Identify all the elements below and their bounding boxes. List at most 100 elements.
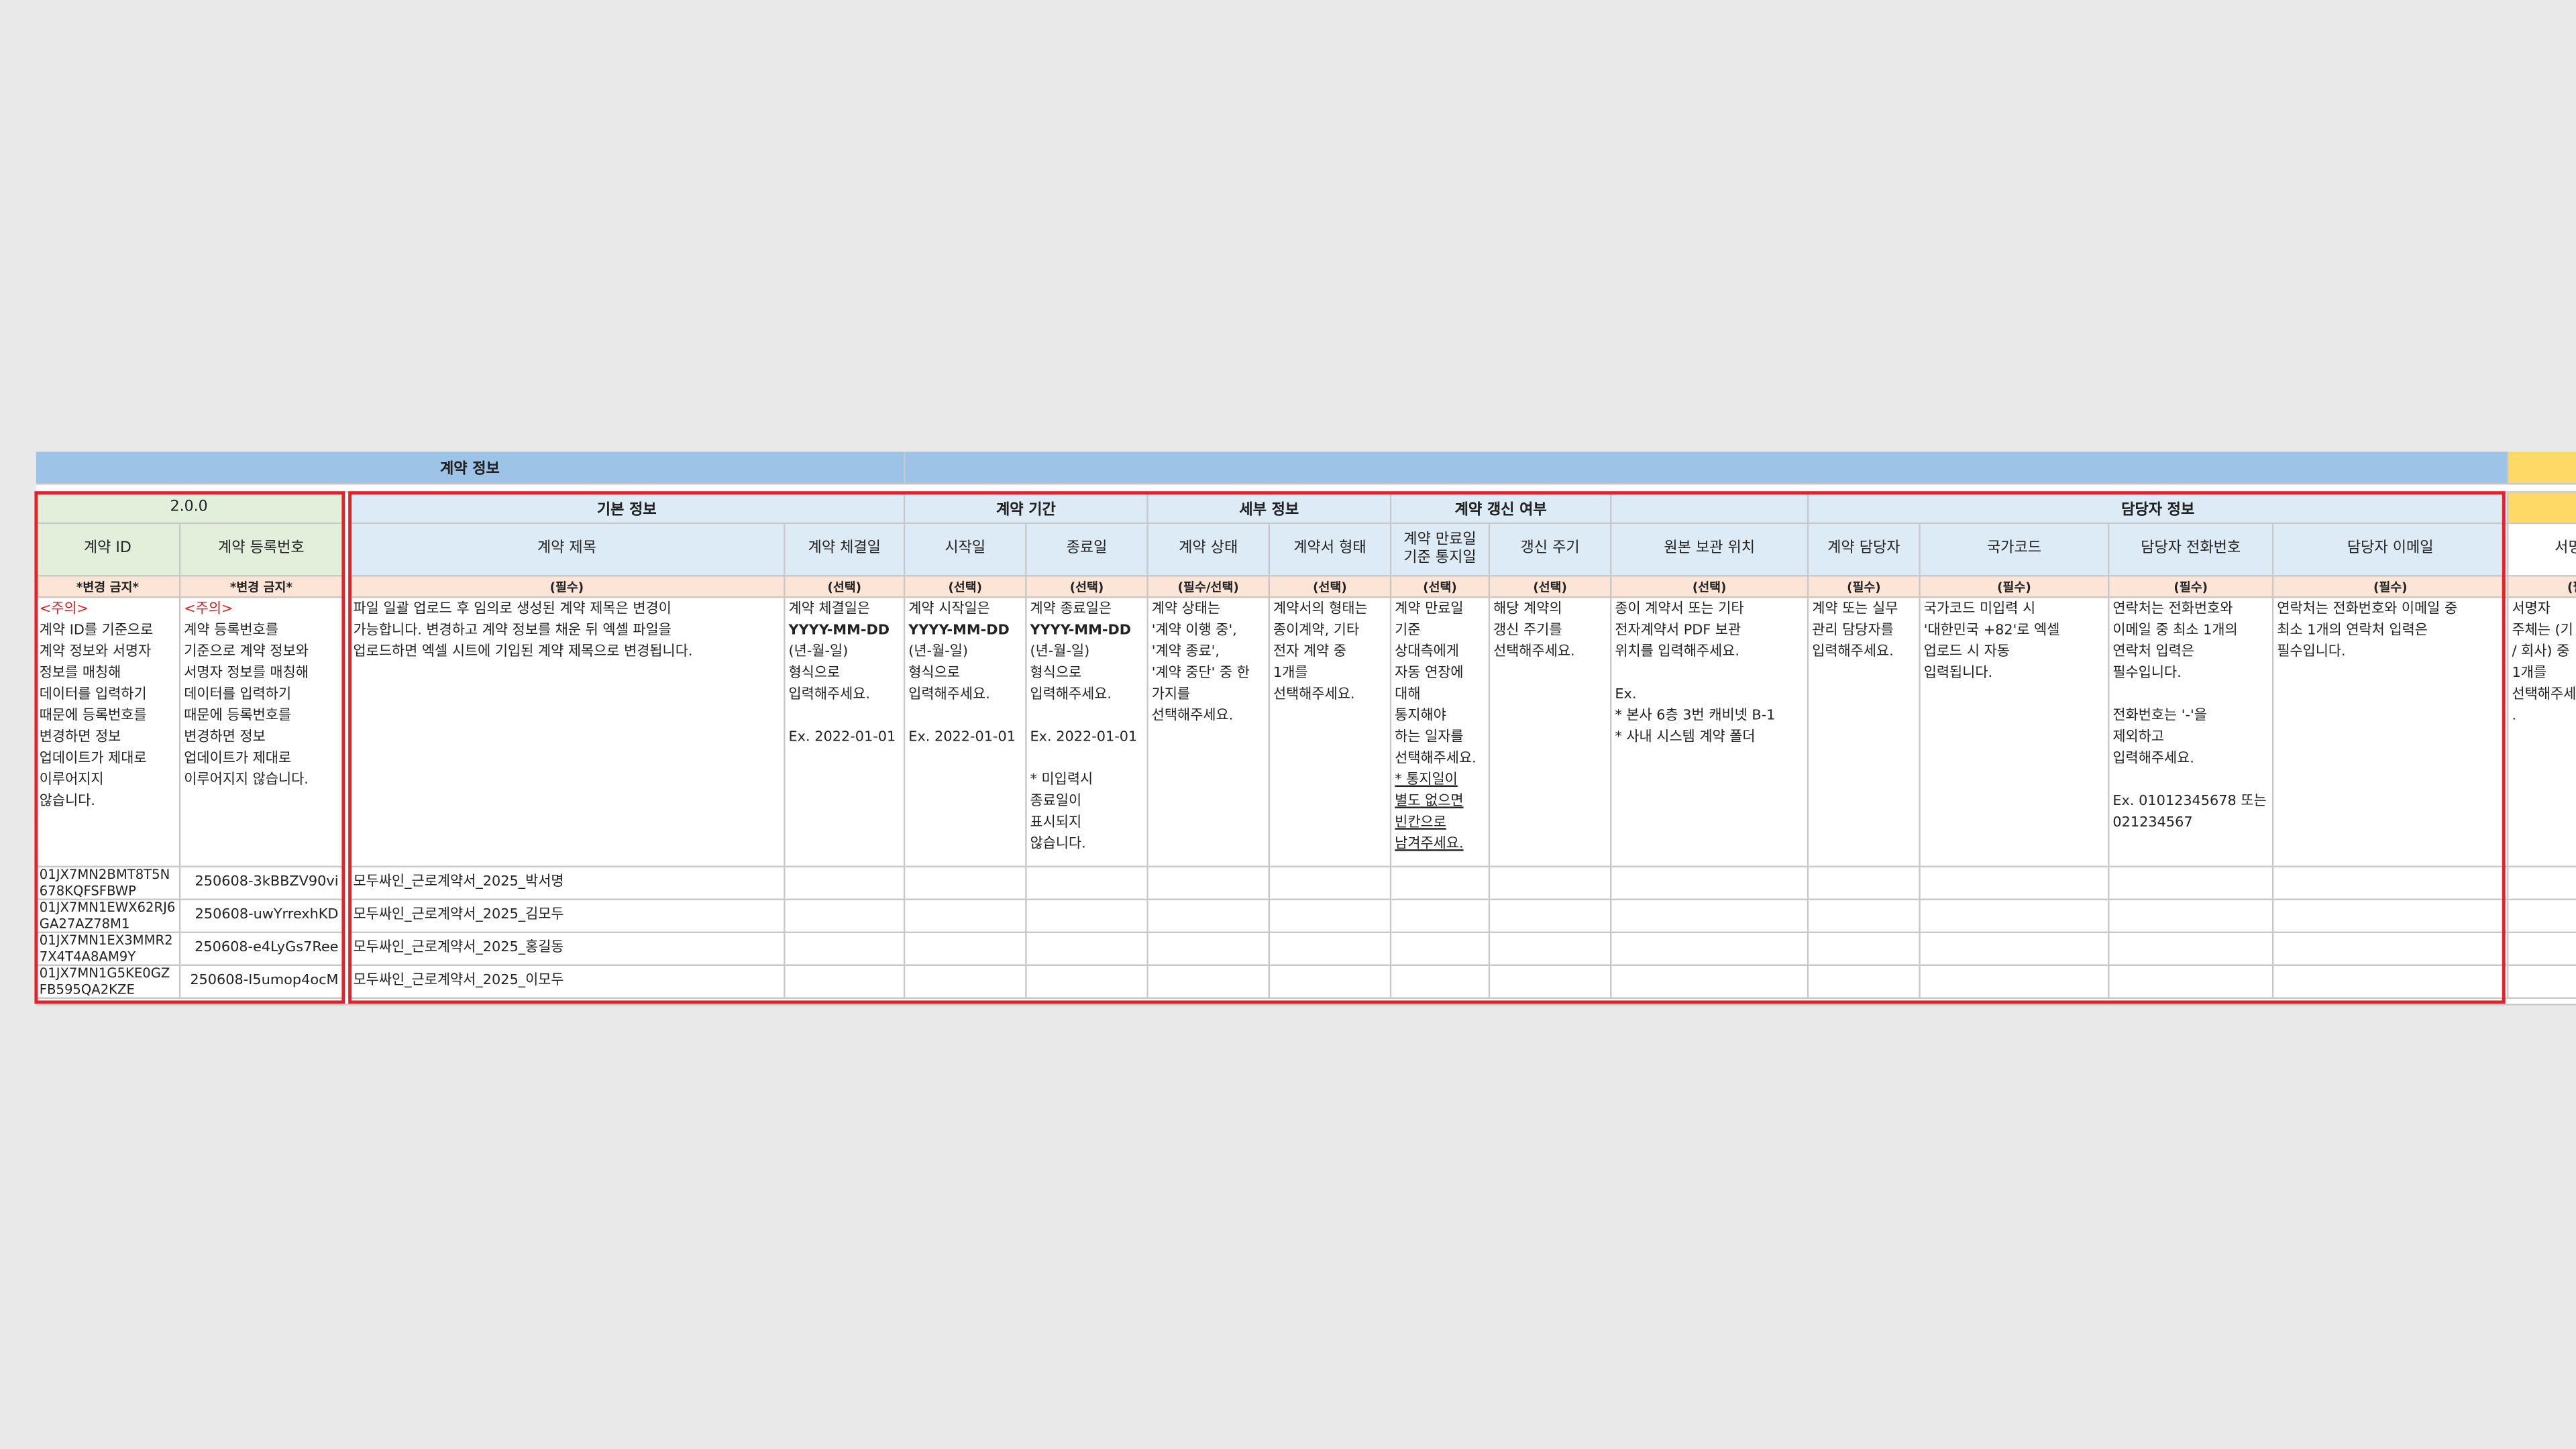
- paragraph: 종이 계약서 또는 기타 전자계약서 PDF 보관 위치를 입력해주세요.: [1615, 600, 1804, 664]
- header-line: 원본 보관 위치: [1664, 540, 1756, 557]
- version-cell: 2.0.0: [36, 492, 343, 525]
- description-line: 위치를 입력해주세요.: [1615, 644, 1739, 661]
- data-cell: [785, 900, 906, 934]
- header-text: 계약 제목: [537, 541, 596, 559]
- description-line: '계약 이행 중',: [1151, 623, 1237, 639]
- description-line: Ex. 01012345678 또는: [2112, 793, 2267, 810]
- description-line: '계약 종료',: [1151, 644, 1220, 661]
- description-line: 1개를: [2512, 665, 2547, 682]
- requirement: (선택): [1313, 579, 1347, 594]
- description-cell: 서명자 주체는 (기 / 회사) 중 1개를 선택해주세.: [2508, 598, 2576, 868]
- requirement: (필수/선택): [1177, 579, 1239, 594]
- data-cell: 250608-I5umop4ocM: [180, 966, 343, 999]
- data-cell: [785, 966, 906, 999]
- data-cell: [2508, 933, 2576, 967]
- data-cell: [1809, 900, 1921, 934]
- description-line: 입력됩니다.: [1923, 665, 1993, 682]
- header-text: 계약 담당자: [1827, 541, 1900, 559]
- description-line: 대해: [1395, 686, 1421, 704]
- data-cell: [1270, 867, 1392, 901]
- description-line: 계약 정보와 서명자: [39, 644, 152, 661]
- description-cell: <주의> 계약 ID를 기준으로 계약 정보와 서명자 정보를 매칭해 데이터를 입력하…: [36, 598, 181, 868]
- description-line: (년-월-일): [908, 644, 969, 661]
- requirement: (필수): [549, 579, 584, 594]
- header-line: 갱신 주기: [1520, 540, 1580, 557]
- data-cell: [1490, 966, 1612, 999]
- data-cell: [2273, 966, 2509, 999]
- group-header: [1611, 492, 1809, 525]
- registration-number: 250608-3kBBZV90vi: [195, 873, 339, 891]
- data-cell: [2109, 933, 2274, 967]
- data-cell: 01JX7MN2BMT8T5N678KQFSFBWP: [36, 867, 181, 901]
- registration-number: 250608-e4LyGs7Ree: [195, 939, 339, 957]
- requirement-cell: (필수): [2508, 576, 2576, 598]
- data-cell: [2273, 933, 2509, 967]
- header-line: 종료일: [1066, 540, 1108, 557]
- contract-title: 모두싸인_근로계약서_2025_박서명: [353, 873, 564, 891]
- requirement: *변경 금지*: [76, 579, 140, 594]
- data-cell: [1026, 867, 1148, 901]
- description-line: 021234567: [2112, 814, 2193, 832]
- registration-number: 250608-uwYrrexhKD: [195, 906, 339, 924]
- data-cell: [1809, 966, 1921, 999]
- header-line: 계약 만료일: [1403, 531, 1477, 548]
- requirement: (필수): [1997, 579, 2031, 594]
- description-line: 종이 계약서 또는 기타: [1615, 601, 1744, 618]
- description-line: 제외하고: [2112, 729, 2164, 746]
- header-line: 계약 상태: [1179, 540, 1238, 557]
- header-line: 담당자 전화번호: [2141, 540, 2241, 557]
- description-line: 입력해주세요.: [1812, 644, 1894, 661]
- column-header: 계약 ID: [36, 524, 181, 577]
- description-line: 계약 등록번호를: [184, 623, 278, 639]
- description-line: 데이터를 입력하기: [184, 686, 292, 704]
- description-line: 선택해주세요.: [1493, 644, 1575, 661]
- paragraph: Ex. 01012345678 또는 021234567: [2112, 792, 2269, 835]
- requirement: (선택): [948, 579, 983, 594]
- column-header: 갱신 주기: [1490, 524, 1612, 577]
- description-line: 때문에 등록번호를: [184, 708, 292, 725]
- header-line: 계약서 형태: [1293, 540, 1366, 557]
- description-line: 상대측에게: [1395, 644, 1459, 661]
- requirement: (선택): [827, 579, 862, 594]
- group-header: 기본 정보: [350, 492, 906, 525]
- group-label: 계약 기간: [996, 502, 1056, 519]
- paragraph: 연락처는 전화번호와 이메일 중 최소 1개의 연락처 입력은 필수입니다.: [2277, 600, 2504, 664]
- description-line: 기준: [1395, 623, 1421, 639]
- header-line: 계약 등록번호: [218, 540, 305, 557]
- paragraph: 서명자 주체는 (기 / 회사) 중 1개를 선택해주세.: [2512, 600, 2576, 728]
- data-cell: [2109, 900, 2274, 934]
- column-header: 계약 체결일: [785, 524, 906, 577]
- description-line: YYYY-MM-DD: [908, 623, 1010, 639]
- requirement: (선택): [1069, 579, 1104, 594]
- description-cell: 계약 만료일 기준 상대측에게 자동 연장에 대해 통지해야 하는 일자를 선택해주세요. * …: [1391, 598, 1491, 868]
- paragraph: 계약 상태는 '계약 이행 중', '계약 종료', '계약 중단' 중 한 가지를 선택…: [1152, 600, 1265, 728]
- description-line: Ex. 2022-01-01: [1030, 729, 1138, 746]
- description-line: Ex.: [1615, 686, 1637, 704]
- spacer: [36, 484, 2576, 493]
- paragraph: 계약 체결일은 YYYY-MM-DD (년-월-일) 형식으로 입력해주세요.: [789, 600, 901, 706]
- column-header: 서명자 주: [2508, 524, 2576, 577]
- column-header: 계약 담당자: [1809, 524, 1921, 577]
- requirement-cell: (필수): [350, 576, 786, 598]
- description-cell: 계약 종료일은 YYYY-MM-DD (년-월-일) 형식으로 입력해주세요. Ex. 2…: [1026, 598, 1148, 868]
- header-text: 시작일: [945, 541, 985, 559]
- description-line: '계약 중단' 중 한: [1151, 665, 1250, 682]
- data-cell: [1391, 867, 1491, 901]
- requirement-cell: (선택): [1026, 576, 1148, 598]
- paragraph: 해당 계약의 갱신 주기를 선택해주세요.: [1493, 600, 1607, 664]
- description-line: 데이터를 입력하기: [39, 686, 147, 704]
- description-line: (년-월-일): [1030, 644, 1090, 661]
- warning-note: <주의>: [39, 601, 89, 618]
- description-line: 별도 없으면: [1395, 793, 1464, 810]
- description-line: .: [2512, 708, 2517, 725]
- data-cell: [905, 933, 1027, 967]
- description-line: 계약 체결일은: [788, 601, 871, 618]
- description-line: 형식으로: [788, 665, 841, 682]
- header-line: 시작일: [945, 540, 986, 557]
- data-cell: [905, 900, 1027, 934]
- data-cell: [1920, 933, 2110, 967]
- contract-id: 01JX7MN2BMT8T5N678KQFSFBWP: [39, 867, 170, 899]
- group-label: 기본 정보: [596, 502, 657, 519]
- description-line: 표시되지: [1030, 814, 1082, 832]
